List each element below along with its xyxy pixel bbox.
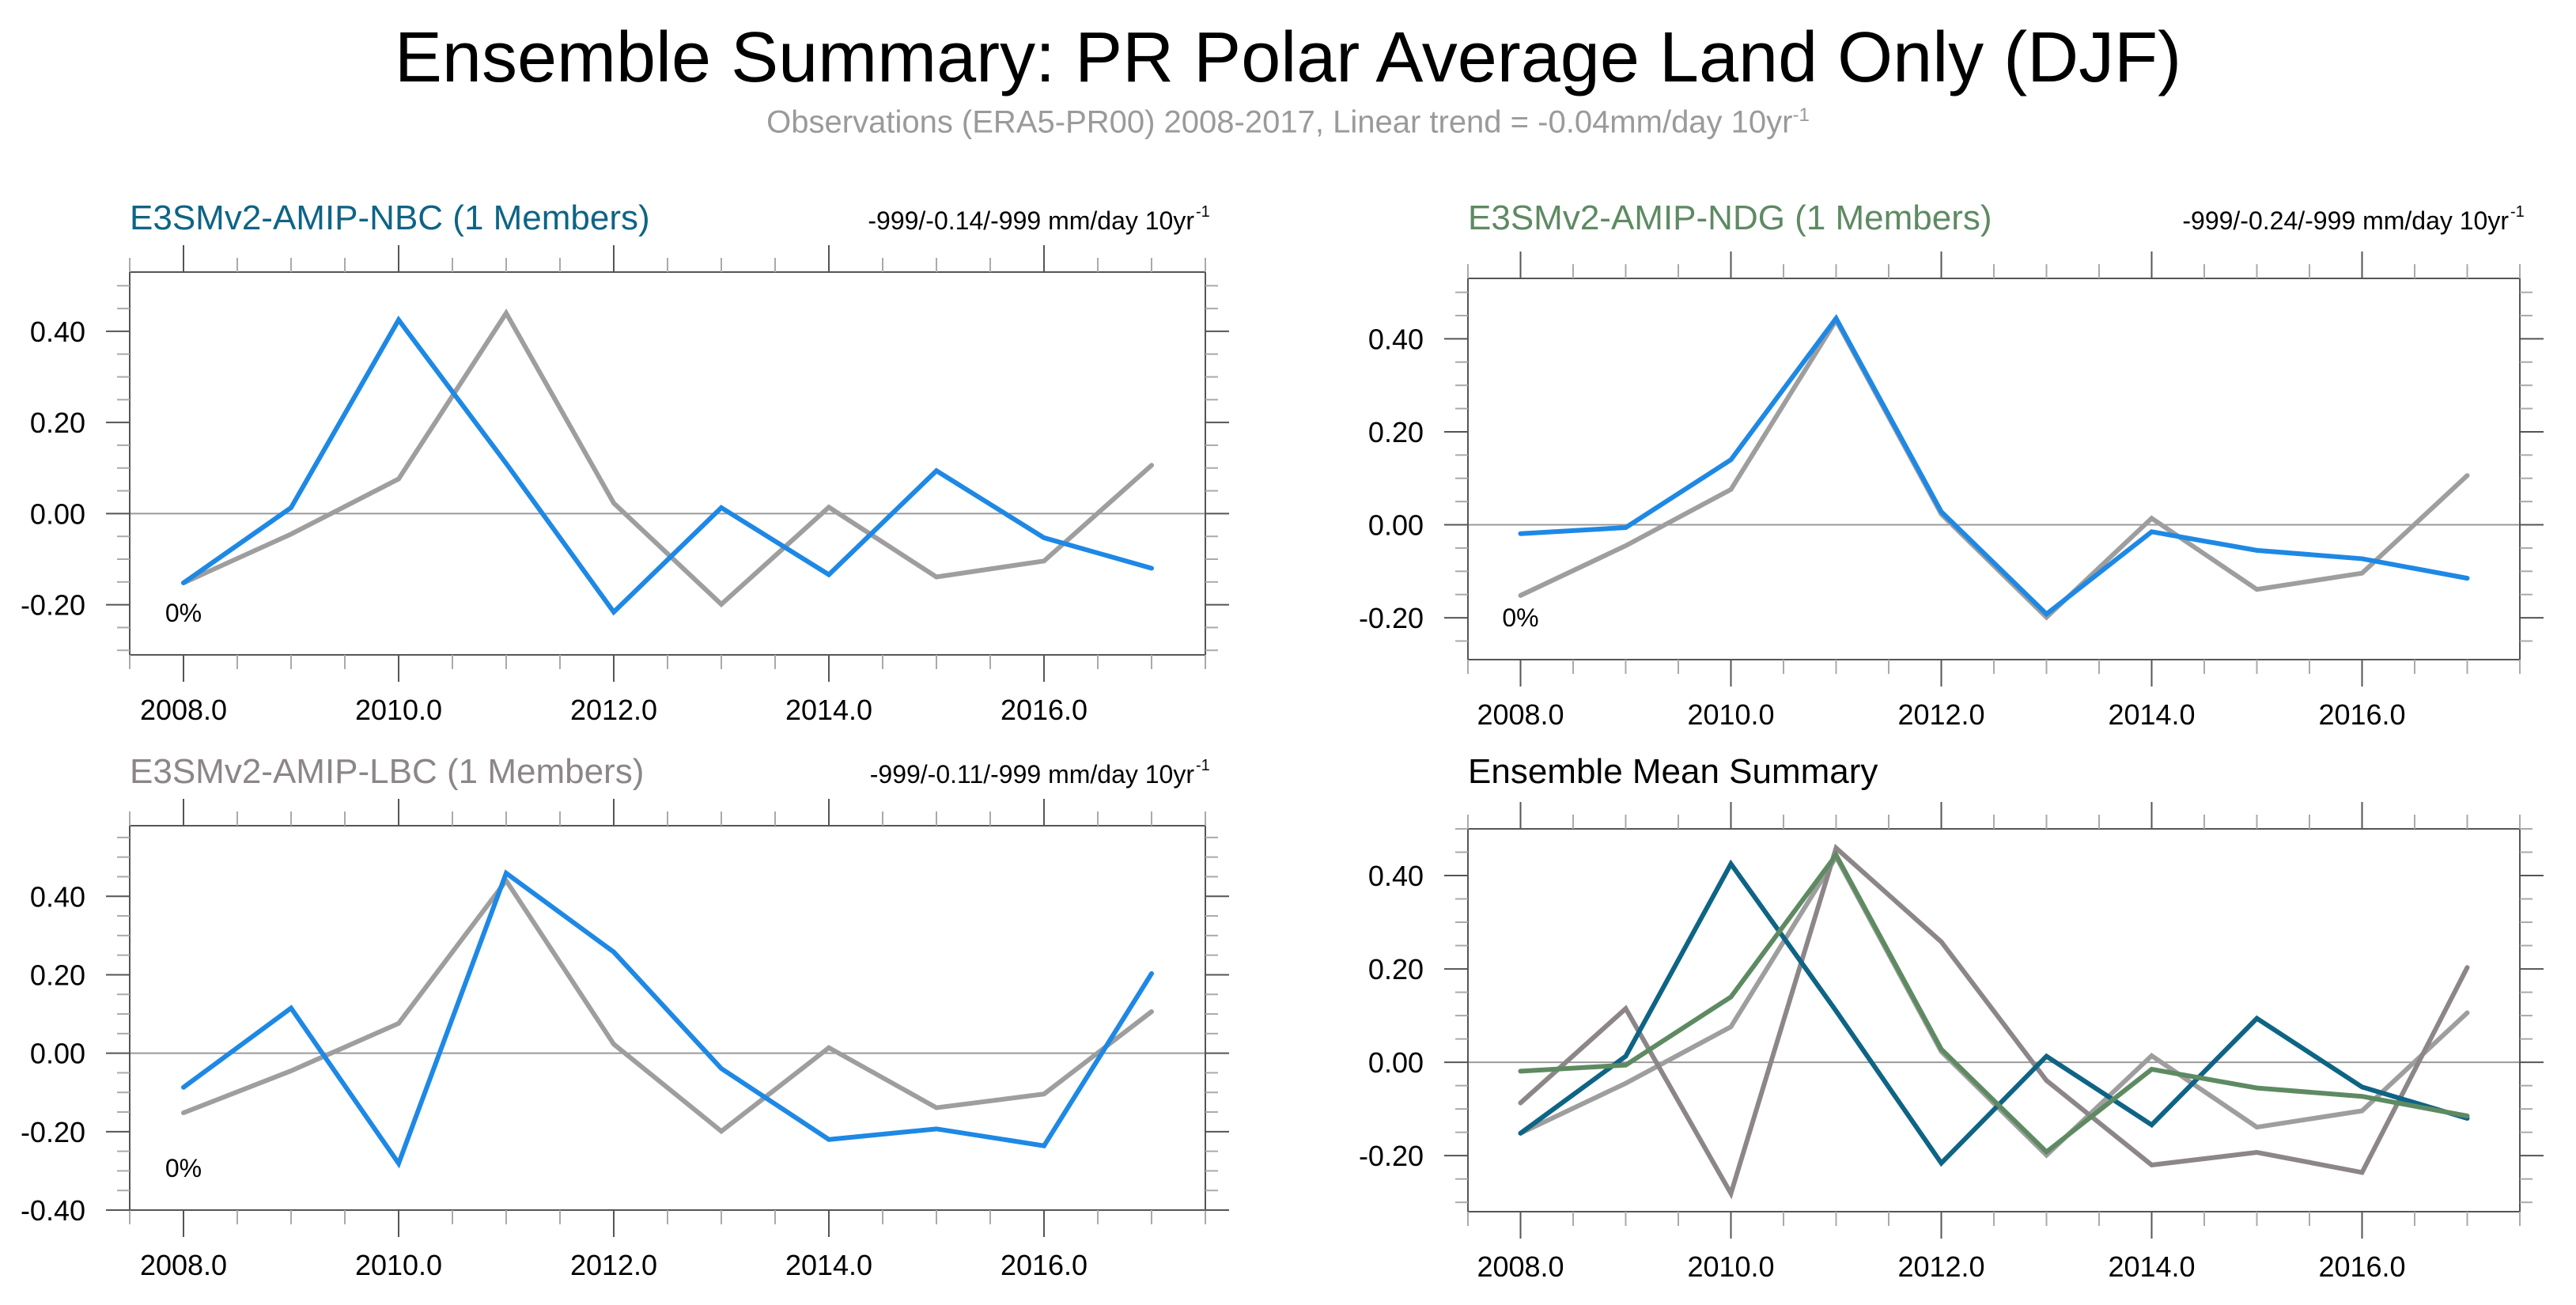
series-line-e3smv2-amip-nbc (181, 316, 1154, 616)
x-tick-label: 2014.0 (2108, 1250, 2195, 1283)
x-tick-label: 2008.0 (140, 1249, 227, 1281)
y-tick-label: 0.20 (30, 407, 85, 439)
y-tick-label: 0.20 (30, 959, 85, 991)
y-tick-label: 0.00 (30, 1038, 85, 1070)
percent-label: 0% (165, 599, 202, 627)
x-tick-label: 2010.0 (1687, 698, 1774, 731)
y-tick-label: -0.40 (21, 1194, 85, 1227)
percent-label: 0% (1502, 603, 1538, 632)
y-tick-label: 0.00 (1368, 509, 1424, 542)
x-tick-label: 2016.0 (1001, 1249, 1088, 1281)
y-tick-label: 0.40 (1368, 860, 1424, 892)
trend-label: -999/-0.14/-999 mm/day 10yr (868, 206, 1194, 235)
trend-label: -999/-0.24/-999 mm/day 10yr (2182, 206, 2509, 235)
y-tick-label: 0.20 (1368, 953, 1424, 985)
x-tick-label: 2008.0 (140, 694, 227, 726)
series-line-e3smv2-amip-ndg (1518, 850, 2470, 1156)
panel-top-left: E3SMv2-AMIP-NBC (1 Members) -999/-0.14/-9… (21, 199, 1229, 726)
x-tick-label: 2010.0 (355, 694, 442, 726)
subtitle-text: Observations (ERA5-PR00) 2008-2017, Line… (766, 104, 1793, 140)
figure-subtitle: Observations (ERA5-PR00) 2008-2017, Line… (0, 104, 2576, 140)
panel-title: E3SMv2-AMIP-NBC (1 Members) (130, 199, 650, 237)
x-tick-label: 2008.0 (1477, 698, 1564, 731)
series-line-observations-era5-pr00 (181, 876, 1154, 1135)
x-tick-label: 2016.0 (2318, 1250, 2405, 1283)
y-tick-label: 0.20 (1368, 416, 1424, 448)
trend-label: -999/-0.11/-999 mm/day 10yr (870, 760, 1195, 789)
x-tick-label: 2012.0 (570, 694, 657, 726)
plot-frame (129, 271, 1206, 656)
x-tick-label: 2010.0 (1687, 1250, 1774, 1283)
x-tick-label: 2010.0 (355, 1249, 442, 1281)
series-line-observations-era5-pr00 (181, 308, 1154, 608)
plot-frame (129, 825, 1206, 1211)
series-line-e3smv2-amip-ndg (1518, 313, 2470, 618)
panel-top-right: E3SMv2-AMIP-NDG (1 Members) -999/-0.24/-9… (1359, 199, 2544, 731)
y-tick-label: -0.20 (1359, 602, 1424, 634)
trend-superscript: -1 (1196, 203, 1210, 221)
plot-frame (1467, 278, 2521, 660)
y-tick-label: 0.40 (30, 316, 85, 348)
x-tick-label: 2008.0 (1477, 1250, 1564, 1283)
trend-superscript: -1 (1196, 757, 1210, 774)
x-tick-label: 2012.0 (1897, 698, 1984, 731)
x-tick-label: 2012.0 (1897, 1250, 1984, 1283)
panel-bottom-right: Ensemble Mean Summary 2008.0 2010.0 2012.0 2… (1359, 752, 2544, 1283)
subtitle-superscript: -1 (1792, 104, 1810, 126)
percent-label: 0% (165, 1154, 202, 1182)
y-tick-label: -0.20 (21, 589, 85, 622)
panel-title: E3SMv2-AMIP-NDG (1 Members) (1468, 199, 1992, 237)
y-tick-label: -0.20 (21, 1116, 85, 1148)
x-tick-label: 2012.0 (570, 1249, 657, 1281)
x-tick-label: 2014.0 (785, 1249, 872, 1281)
series-line-observations-era5-pr00 (1518, 315, 2470, 621)
x-tick-label: 2016.0 (1001, 694, 1088, 726)
series-line-e3smv2-amip-lbc (1518, 843, 2470, 1200)
series-line-e3smv2-amip-nbc (1518, 859, 2470, 1167)
plot-frame (1467, 828, 2521, 1212)
panel-title: Ensemble Mean Summary (1468, 752, 1878, 791)
y-tick-label: 0.40 (1368, 323, 1424, 355)
y-tick-label: -0.20 (1359, 1140, 1424, 1172)
series-line-e3smv2-amip-lbc (181, 869, 1154, 1169)
x-tick-label: 2014.0 (2108, 698, 2195, 731)
y-tick-label: 0.00 (30, 497, 85, 530)
x-tick-label: 2016.0 (2318, 698, 2405, 731)
y-tick-label: 0.40 (30, 880, 85, 913)
x-tick-label: 2014.0 (785, 694, 872, 726)
trend-superscript: -1 (2510, 203, 2525, 221)
panel-title: E3SMv2-AMIP-LBC (1 Members) (130, 752, 644, 791)
y-tick-label: 0.00 (1368, 1046, 1424, 1079)
panel-bottom-left: E3SMv2-AMIP-LBC (1 Members) -999/-0.11/-9… (21, 752, 1229, 1281)
figure-title: Ensemble Summary: PR Polar Average Land … (394, 18, 2182, 97)
